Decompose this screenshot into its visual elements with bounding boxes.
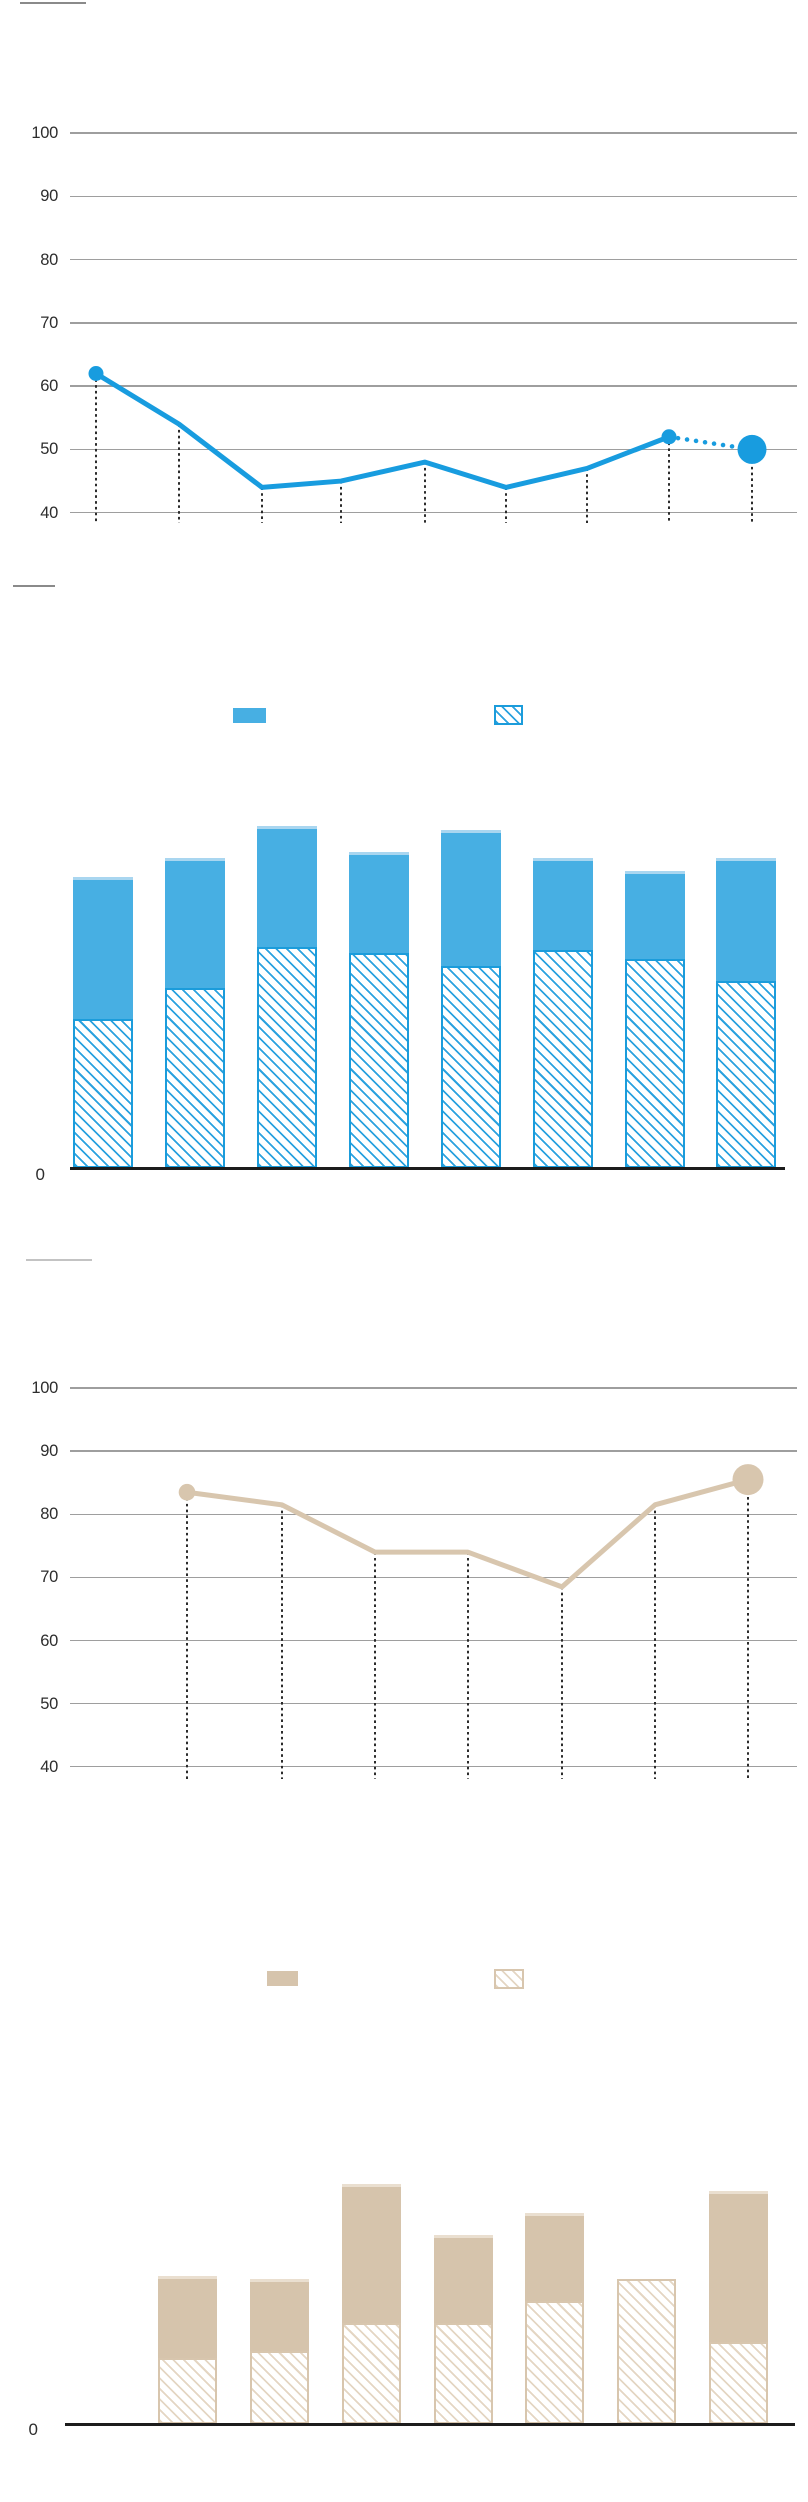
bar-solid-segment (709, 2190, 768, 2342)
gridline-90 (70, 1450, 797, 1452)
gridline-100 (70, 1387, 797, 1389)
data-line (184, 1477, 751, 1590)
section-divider-rule (26, 1259, 92, 1261)
y-axis-tick-label: 90 (40, 1442, 58, 1461)
y-axis-tick-label: 40 (40, 1757, 58, 1776)
bar-solid-segment (441, 829, 501, 966)
y-axis-tick-label: 70 (40, 313, 58, 332)
bar-solid-segment (525, 2212, 584, 2301)
gridline-50 (70, 448, 797, 451)
bar-solid-segment (342, 2184, 401, 2324)
bar-solid-segment (625, 870, 685, 960)
y-axis-tick-label: 90 (40, 187, 58, 206)
y-axis-zero-label: 0 (35, 1165, 45, 1184)
data-point-marker-large (737, 434, 767, 464)
y-axis-tick-label: 60 (40, 1631, 58, 1650)
bar-hatched-segment (533, 949, 593, 1168)
y-axis-tick-label: 50 (40, 1694, 58, 1713)
y-axis-tick-label: 100 (31, 1379, 58, 1398)
data-point-marker-small (178, 1483, 196, 1501)
bar-solid-segment (257, 826, 317, 947)
bar-solid-segment (349, 851, 409, 953)
section-divider-rule (13, 585, 55, 587)
y-axis-tick-label: 40 (40, 503, 58, 522)
bar-hatched-segment (617, 2278, 676, 2424)
gridline-60 (70, 385, 797, 387)
gridline-50 (70, 1702, 797, 1705)
bar-hatched-segment (349, 952, 409, 1168)
gridline-80 (70, 1513, 797, 1516)
data-line-projection-dotted (666, 434, 755, 452)
bar-hatched-segment (441, 965, 501, 1168)
gridline-40 (70, 511, 797, 514)
bar-hatched-segment (709, 2341, 768, 2424)
y-axis-tick-label: 80 (40, 250, 58, 269)
bar-hatched-segment (250, 2351, 309, 2424)
gridline-90 (70, 195, 797, 198)
gridline-60 (70, 1639, 797, 1642)
bar-solid-segment (434, 2234, 493, 2324)
bar-hatched-segment (525, 2300, 584, 2424)
gridline-70 (70, 322, 797, 324)
bar-hatched-segment (716, 981, 776, 1168)
bar-solid-segment (165, 857, 225, 988)
bar-solid-segment (533, 857, 593, 950)
gridline-80 (70, 258, 797, 261)
bar-hatched-segment (165, 987, 225, 1168)
legend-swatch-solid (233, 708, 266, 723)
x-axis-baseline (70, 1166, 785, 1170)
bar-hatched-segment (434, 2323, 493, 2424)
data-point-marker-large (732, 1464, 764, 1496)
bar-hatched-segment (342, 2323, 401, 2424)
bar-solid-segment (158, 2275, 217, 2358)
data-point-marker-small (661, 429, 677, 445)
y-axis-tick-label: 60 (40, 377, 58, 396)
y-axis-tick-label: 50 (40, 440, 58, 459)
bar-solid-segment (250, 2278, 309, 2352)
bar-hatched-segment (257, 946, 317, 1168)
bar-hatched-segment (73, 1019, 133, 1168)
x-axis-baseline (65, 2422, 795, 2426)
data-line (93, 371, 672, 490)
gridline-70 (70, 1576, 797, 1579)
bar-hatched-segment (158, 2357, 217, 2424)
bar-solid-segment (73, 876, 133, 1020)
bar-solid-segment (716, 857, 776, 982)
legend-swatch-hatched (494, 1969, 524, 1989)
legend-swatch-hatched (494, 705, 523, 725)
y-axis-tick-label: 100 (31, 124, 58, 143)
section-divider-rule (20, 2, 86, 4)
y-axis-zero-label: 0 (28, 2420, 38, 2439)
data-point-marker-small (88, 366, 104, 382)
legend-swatch-solid (267, 1971, 298, 1986)
y-axis-tick-label: 70 (40, 1568, 58, 1587)
bar-hatched-segment (625, 959, 685, 1168)
gridline-40 (70, 1765, 797, 1768)
gridline-100 (70, 132, 797, 134)
y-axis-tick-label: 80 (40, 1505, 58, 1524)
